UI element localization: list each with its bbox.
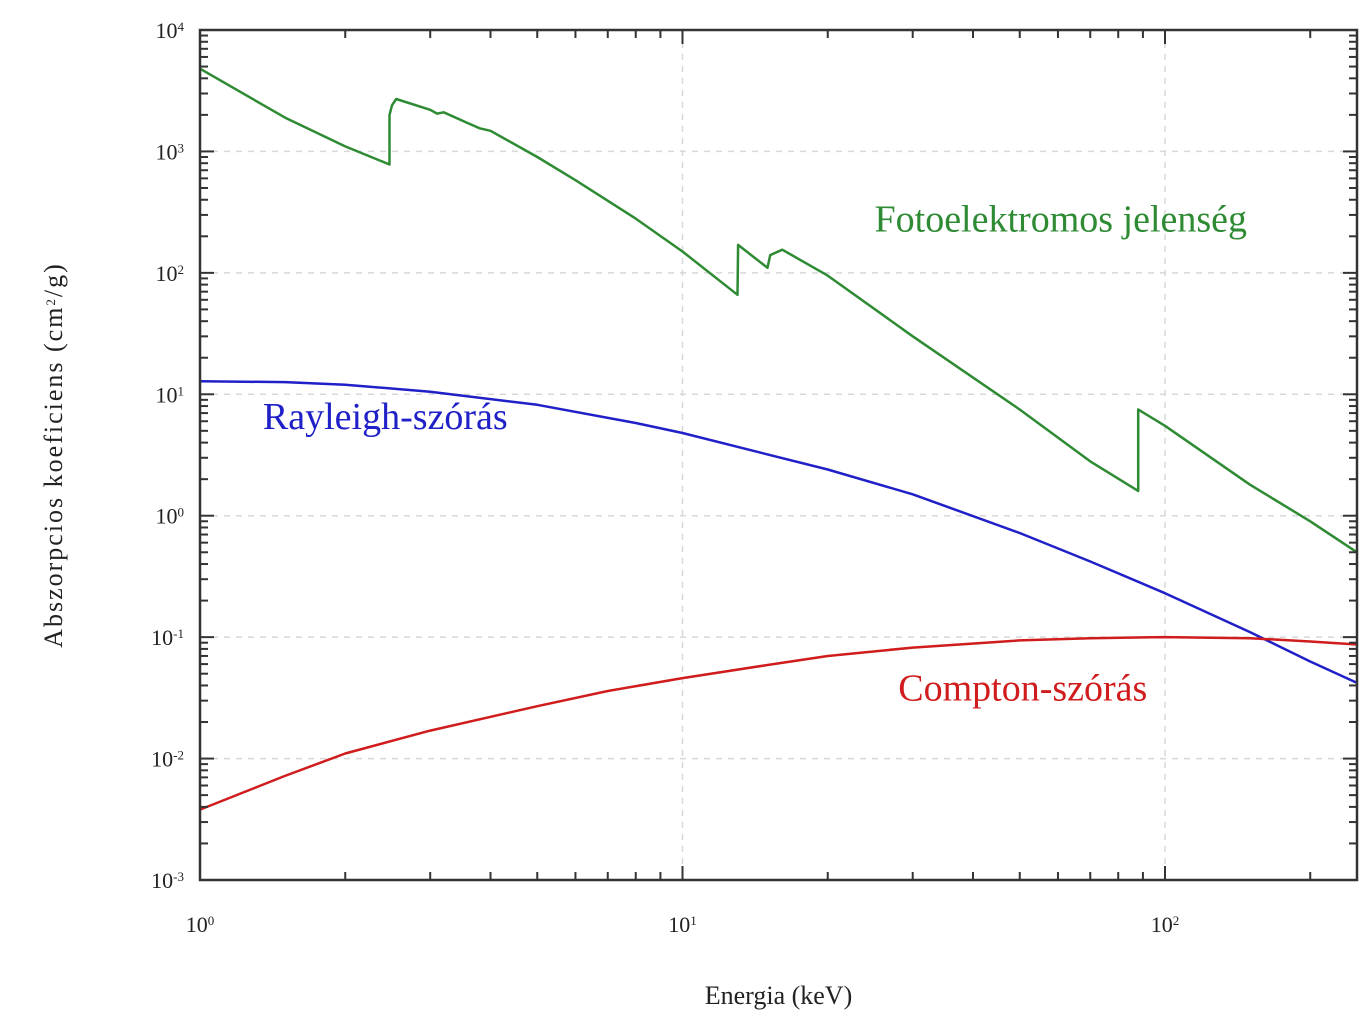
y-tick-base: 10 xyxy=(156,504,178,529)
y-tick-base: 10 xyxy=(151,747,173,772)
series-line-0 xyxy=(199,67,1358,554)
y-tick-exponent: 1 xyxy=(178,383,185,398)
y-tick-label: 104 xyxy=(156,18,185,43)
y-tick-base: 10 xyxy=(151,625,173,650)
x-tick-base: 10 xyxy=(668,912,690,937)
y-tick-exponent: -2 xyxy=(173,747,184,762)
y-tick-base: 10 xyxy=(156,261,178,286)
y-tick-label: 101 xyxy=(156,382,185,407)
series-lines xyxy=(199,67,1358,811)
y-tick-base: 10 xyxy=(156,139,178,164)
y-tick-label: 10-3 xyxy=(151,868,184,893)
y-axis-title-main: Abszorpcios koeficiens (cm xyxy=(39,306,68,648)
y-tick-label: 103 xyxy=(156,139,185,164)
y-tick-label: 10-1 xyxy=(151,625,184,650)
y-tick-base: 10 xyxy=(151,868,173,893)
y-tick-label: 10-2 xyxy=(151,747,184,772)
axis-ticks xyxy=(199,29,1357,881)
y-axis-title: Abszorpcios koeficiens (cm2/g) xyxy=(39,262,68,648)
y-tick-label: 100 xyxy=(156,504,185,529)
x-tick-base: 10 xyxy=(1151,912,1173,937)
y-tick-exponent: -3 xyxy=(173,869,184,884)
y-tick-exponent: 3 xyxy=(178,140,185,155)
series-label-2: Compton-szórás xyxy=(898,668,1147,710)
y-tick-base: 10 xyxy=(156,18,178,43)
x-tick-base: 10 xyxy=(186,912,208,937)
series-line-1 xyxy=(199,380,1358,685)
x-axis-title: Energia (keV) xyxy=(705,981,853,1010)
x-tick-exponent: 1 xyxy=(690,913,697,928)
series-label-1: Rayleigh-szórás xyxy=(263,396,508,438)
x-tick-labels: 100 101 102 xyxy=(186,912,1179,937)
y-tick-label: 102 xyxy=(156,261,185,286)
y-tick-base: 10 xyxy=(156,382,178,407)
x-tick-label: 101 xyxy=(668,912,697,937)
series-line-2 xyxy=(199,635,1358,811)
y-axis-title-tail: /g) xyxy=(39,262,68,297)
x-tick-label: 102 xyxy=(1151,912,1180,937)
y-axis-title-sup: 2 xyxy=(43,297,58,306)
series-label-0: Fotoelektromos jelenség xyxy=(875,198,1248,240)
series-labels: Fotoelektromos jelenség Rayleigh-szórás Co… xyxy=(263,198,1247,709)
x-tick-label: 100 xyxy=(186,912,215,937)
y-tick-exponent: 4 xyxy=(178,19,185,34)
y-tick-exponent: -1 xyxy=(173,626,184,641)
y-tick-exponent: 0 xyxy=(178,504,185,519)
x-tick-exponent: 2 xyxy=(1173,913,1180,928)
x-tick-exponent: 0 xyxy=(208,913,215,928)
y-tick-exponent: 2 xyxy=(178,261,185,276)
plot-frame xyxy=(198,28,1359,882)
